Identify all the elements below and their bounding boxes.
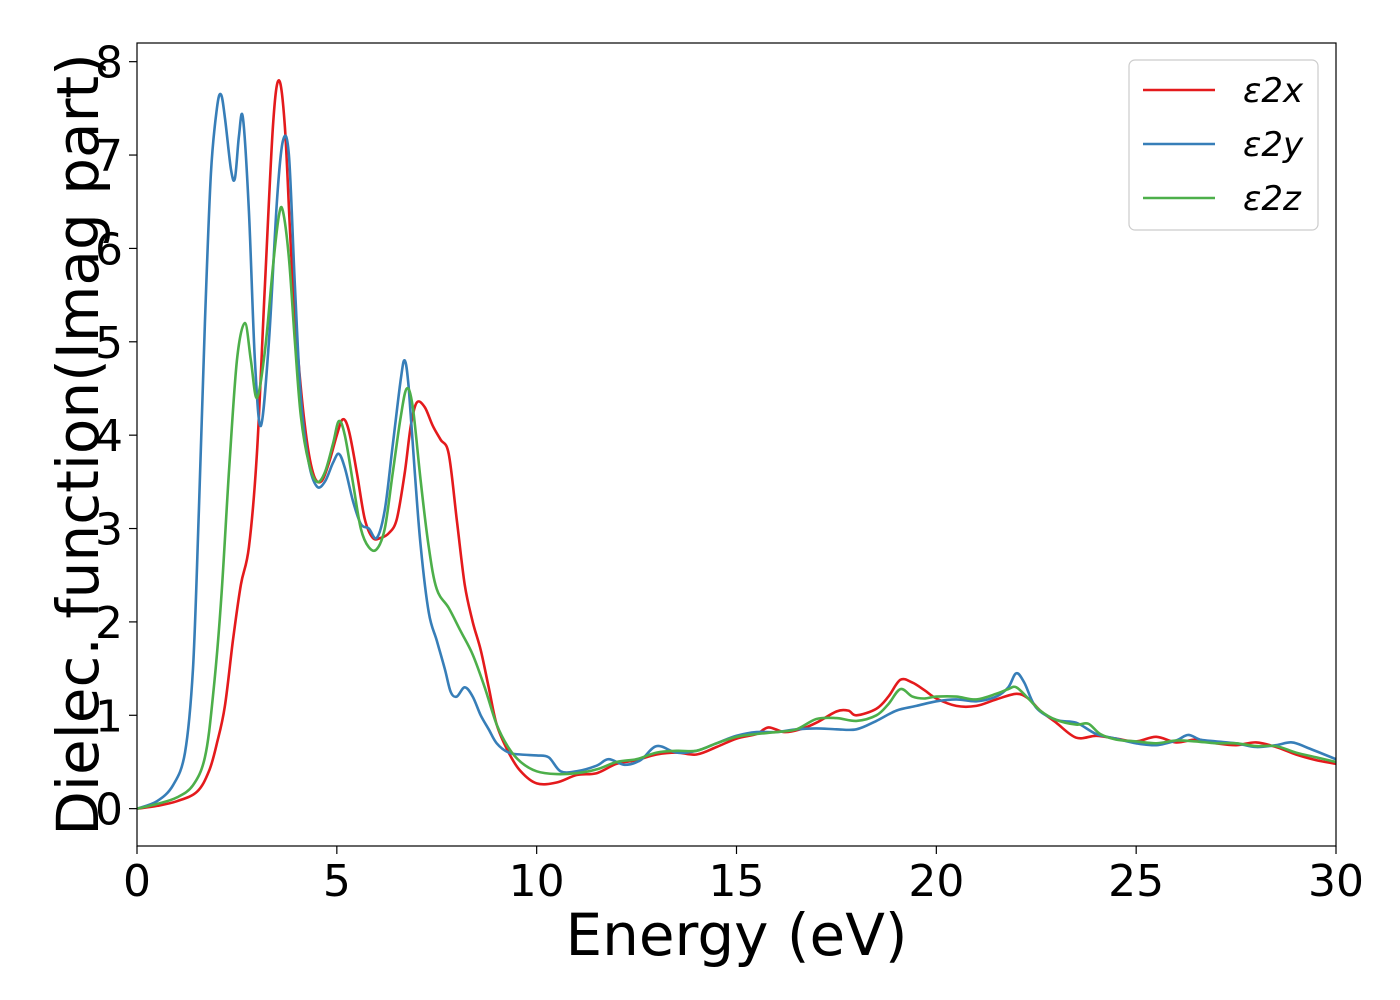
x-tick-label: 20 — [908, 856, 964, 907]
y-tick-label: 7 — [95, 131, 123, 182]
y-tick-label: 3 — [95, 505, 123, 556]
y-tick-label: 5 — [95, 318, 123, 369]
plot-lines — [136, 79, 1337, 810]
x-tick-label: 25 — [1108, 856, 1164, 907]
legend-label: ε2x — [1243, 71, 1304, 111]
x-tick-label: 0 — [123, 856, 151, 907]
legend: ε2x ε2y ε2z — [1128, 59, 1319, 231]
x-tick-label: 30 — [1308, 856, 1364, 907]
x-tick-label: 15 — [709, 856, 765, 907]
legend-label: ε2z — [1243, 179, 1302, 219]
y-tick-label: 4 — [95, 411, 123, 462]
x-tick-label: 10 — [509, 856, 565, 907]
y-axis: 0 1 2 3 4 5 6 7 8 — [95, 38, 137, 836]
x-axis-title: Energy (eV) — [565, 901, 907, 969]
y-tick-label: 1 — [95, 691, 123, 742]
x-tick-label: 5 — [323, 856, 351, 907]
series-line-2 — [136, 92, 1337, 810]
y-axis-title: Dielec. function(Imag part) — [44, 53, 112, 836]
series-line-3 — [136, 205, 1337, 810]
y-tick-label: 8 — [95, 38, 123, 89]
legend-box — [1128, 59, 1319, 231]
legend-label: ε2y — [1243, 125, 1304, 165]
y-tick-label: 2 — [95, 598, 123, 649]
y-tick-label: 6 — [95, 224, 123, 275]
y-tick-label: 0 — [95, 785, 123, 836]
x-axis: 0 5 10 15 20 25 30 — [123, 846, 1364, 907]
